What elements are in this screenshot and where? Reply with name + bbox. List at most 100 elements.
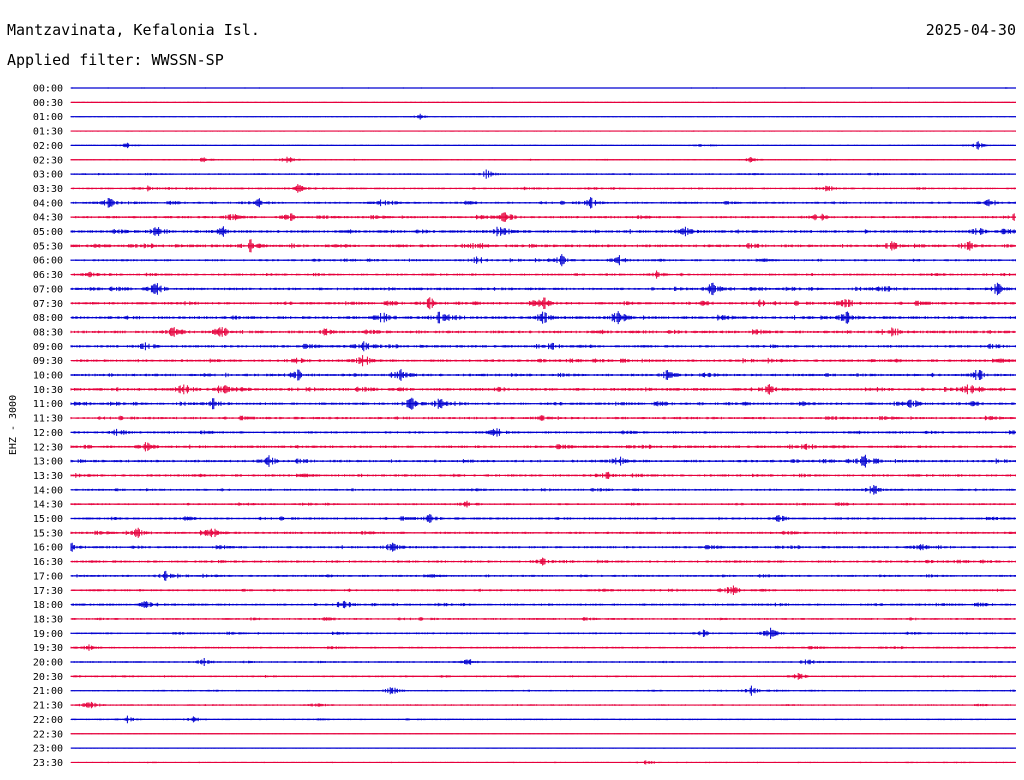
seismic-trace	[70, 760, 1016, 765]
time-tick-label: 21:00	[33, 686, 63, 697]
time-tick-label: 13:30	[33, 471, 63, 482]
time-tick-label: 09:30	[33, 356, 63, 367]
time-tick-label: 22:30	[33, 729, 63, 740]
time-tick-group: 00:00 00:30 01:00 01:30 02:00 02:30 03:00 03:30…	[33, 84, 63, 769]
time-tick-label: 14:30	[33, 500, 63, 511]
trace-group	[70, 87, 1016, 765]
time-tick-label: 12:30	[33, 442, 63, 453]
time-tick-label: 17:00	[33, 571, 63, 582]
time-tick-label: 11:00	[33, 399, 63, 410]
time-tick-label: 03:30	[33, 184, 63, 195]
seismic-trace	[70, 673, 1016, 680]
time-tick-label: 10:00	[33, 371, 63, 382]
seismic-trace	[70, 747, 1016, 749]
time-tick-label: 19:30	[33, 643, 63, 654]
time-tick-label: 15:30	[33, 528, 63, 539]
time-tick-label: 08:00	[33, 313, 63, 324]
time-tick-label: 20:00	[33, 658, 63, 669]
seismic-trace	[70, 600, 1016, 609]
seismic-trace	[70, 733, 1016, 735]
seismic-trace	[70, 585, 1016, 595]
time-tick-label: 16:00	[33, 543, 63, 554]
seismic-trace	[70, 341, 1016, 352]
time-tick-label: 07:00	[33, 284, 63, 295]
seismic-trace	[70, 130, 1016, 132]
time-tick-label: 17:30	[33, 586, 63, 597]
seismic-trace	[70, 454, 1016, 468]
channel-label: EHZ - 3000	[8, 395, 19, 455]
time-tick-label: 02:00	[33, 141, 63, 152]
time-tick-label: 10:30	[33, 385, 63, 396]
seismic-trace	[70, 141, 1016, 150]
time-tick-label: 21:30	[33, 701, 63, 712]
time-tick-label: 15:00	[33, 514, 63, 525]
seismic-trace	[70, 557, 1016, 566]
seismic-trace	[70, 542, 1016, 552]
time-tick-label: 19:00	[33, 629, 63, 640]
seismic-trace	[70, 415, 1016, 421]
seismic-trace	[70, 297, 1016, 310]
seismic-trace	[70, 617, 1016, 621]
time-tick-label: 03:00	[33, 170, 63, 181]
seismic-trace	[70, 239, 1016, 253]
time-tick-label: 07:30	[33, 299, 63, 310]
time-tick-label: 01:00	[33, 112, 63, 123]
seismic-trace	[70, 282, 1016, 296]
seismic-trace	[70, 500, 1016, 508]
time-tick-label: 18:00	[33, 600, 63, 611]
time-tick-label: 04:00	[33, 198, 63, 209]
seismic-trace	[70, 442, 1016, 452]
seismic-trace	[70, 101, 1016, 103]
time-tick-label: 01:30	[33, 127, 63, 138]
seismic-trace	[70, 471, 1016, 479]
time-tick-label: 06:30	[33, 270, 63, 281]
time-tick-label: 09:00	[33, 342, 63, 353]
time-tick-label: 00:30	[33, 98, 63, 109]
seismic-trace	[70, 527, 1016, 538]
seismic-trace	[70, 485, 1016, 495]
seismic-trace	[70, 384, 1016, 395]
time-tick-label: 23:00	[33, 744, 63, 755]
station-name: Mantzavinata, Kefalonia Isl.	[7, 21, 260, 39]
seismic-trace	[70, 197, 1016, 209]
seismic-trace	[70, 369, 1016, 381]
seismic-trace	[70, 658, 1016, 666]
time-tick-label: 12:00	[33, 428, 63, 439]
seismic-trace	[70, 169, 1016, 179]
time-tick-label: 08:30	[33, 327, 63, 338]
seismic-trace	[70, 212, 1016, 222]
record-date: 2025-04-30	[925, 21, 1016, 39]
seismic-trace	[70, 156, 1016, 163]
time-tick-label: 00:00	[33, 84, 63, 95]
seismic-trace	[70, 311, 1016, 325]
seismic-trace	[70, 184, 1016, 193]
seismic-trace	[70, 270, 1016, 279]
seismic-trace	[70, 327, 1016, 337]
seismic-trace	[70, 514, 1016, 523]
seismic-trace	[70, 397, 1016, 410]
time-tick-label: 05:00	[33, 227, 63, 238]
seismic-trace	[70, 627, 1016, 639]
time-tick-label: 11:30	[33, 414, 63, 425]
seismic-trace	[70, 355, 1016, 367]
seismic-trace	[70, 701, 1016, 709]
seismic-trace	[70, 715, 1016, 724]
time-tick-label: 13:00	[33, 457, 63, 468]
time-tick-label: 20:30	[33, 672, 63, 683]
seismic-trace	[70, 644, 1016, 651]
time-tick-label: 14:00	[33, 485, 63, 496]
time-tick-label: 23:30	[33, 758, 63, 769]
time-tick-label: 04:30	[33, 213, 63, 224]
seismic-trace	[70, 428, 1016, 437]
seismic-trace	[70, 113, 1016, 120]
seismic-trace	[70, 87, 1016, 89]
seismic-trace	[70, 570, 1016, 581]
time-tick-label: 22:00	[33, 715, 63, 726]
seismic-trace	[70, 685, 1016, 696]
filter-label: Applied filter: WWSSN-SP	[7, 51, 224, 69]
time-tick-label: 05:30	[33, 241, 63, 252]
seismic-trace	[70, 254, 1016, 267]
time-tick-label: 16:30	[33, 557, 63, 568]
seismic-trace	[70, 226, 1016, 237]
